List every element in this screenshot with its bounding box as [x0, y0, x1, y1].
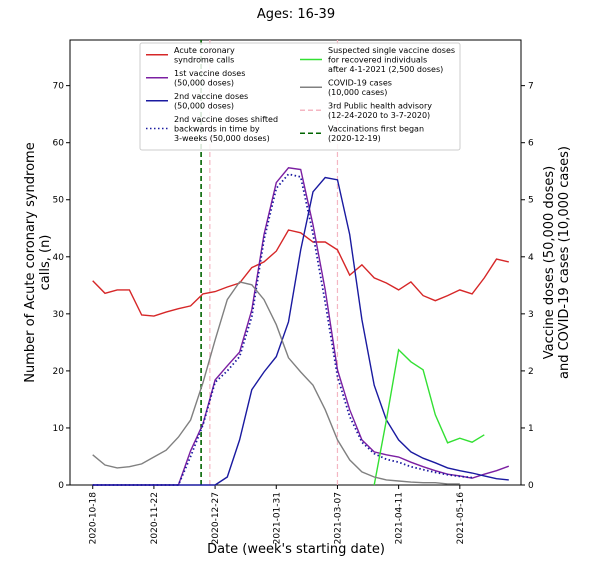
y2-tick-label: 4	[528, 253, 534, 263]
chart-title: Ages: 16-39	[257, 7, 335, 22]
y2-tick-label: 7	[528, 82, 534, 92]
y-tick-label: 30	[53, 310, 65, 320]
legend-label: Acute coronary syndrome calls	[174, 46, 235, 65]
y-tick-label: 40	[53, 253, 65, 263]
plot-frame	[69, 39, 522, 486]
legend-label: Vaccinations first began (2020-12-19)	[328, 125, 424, 144]
x-tick-label: 2021-05-16	[456, 492, 466, 545]
y2-tick-label: 5	[528, 196, 534, 206]
legend-label: 3rd Public health advisory (12-24-2020 to…	[328, 102, 432, 121]
y2-tick-label: 1	[528, 424, 534, 434]
y2-tick-label: 6	[528, 139, 534, 149]
y-tick-label: 60	[53, 139, 65, 149]
legend-label: 1st vaccine doses (50,000 doses)	[174, 69, 245, 88]
y2-axis-label: Vaccine doses (50,000 doses)and COVID-19…	[542, 146, 572, 379]
series-line	[92, 281, 460, 485]
y-tick-label: 0	[58, 481, 64, 491]
y-tick-label: 20	[53, 367, 65, 377]
legend-label: 2nd vaccine doses shifted backwards in ti…	[174, 115, 278, 143]
x-tick-label: 2021-03-07	[333, 492, 343, 544]
y-tick-label: 50	[53, 196, 65, 206]
y2-tick-label: 0	[528, 481, 534, 491]
series-line	[92, 167, 510, 486]
y2-tick-label: 3	[528, 310, 534, 320]
y-axis-label: Number of Acute coronary syndromecalls, …	[23, 142, 53, 382]
x-tick-label: 2021-04-11	[395, 492, 405, 544]
y2-tick-label: 2	[528, 367, 534, 377]
x-tick-label: 2020-10-18	[89, 492, 99, 545]
legend-box	[139, 42, 461, 151]
series-line	[373, 348, 485, 486]
series-line	[92, 229, 509, 317]
x-tick-label: 2021-01-31	[272, 492, 282, 544]
legend-label: Suspected single vaccine doses for recove…	[328, 46, 455, 74]
series-line	[92, 173, 473, 486]
legend: Acute coronary syndrome calls 1st vaccine …	[139, 42, 461, 151]
y-tick-label: 70	[53, 82, 65, 92]
x-tick-label: 2020-11-22	[150, 492, 160, 544]
x-tick-label: 2020-12-27	[211, 492, 221, 544]
legend-label: 2nd vaccine doses (50,000 doses)	[174, 92, 248, 111]
legend-label: COVID-19 cases (10,000 cases)	[328, 79, 392, 98]
y-tick-label: 10	[53, 424, 65, 434]
x-axis-label: Date (week's starting date)	[207, 542, 385, 557]
